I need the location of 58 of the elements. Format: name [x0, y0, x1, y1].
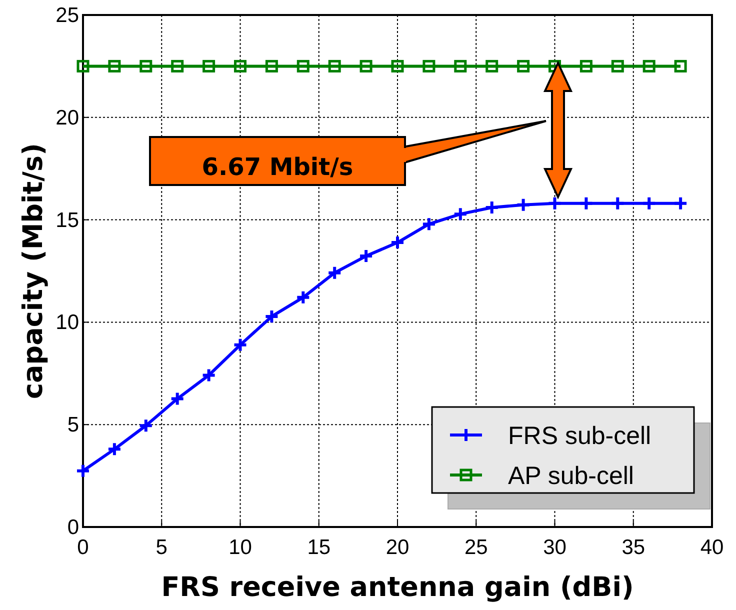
point: [578, 196, 594, 211]
y-tick-label: 0: [67, 516, 79, 539]
point: [611, 60, 624, 72]
point: [202, 60, 216, 72]
point: [138, 418, 154, 434]
x-tick-label: 20: [386, 536, 410, 559]
point: [390, 235, 405, 250]
legend-label: FRS sub-cell: [508, 422, 652, 450]
point: [327, 265, 342, 280]
x-tick-label: 30: [543, 536, 566, 559]
point: [106, 442, 122, 457]
x-tick-label: 25: [464, 536, 488, 559]
x-tick-label: 40: [700, 536, 724, 559]
point: [421, 216, 436, 232]
x-tick-label: 35: [622, 536, 646, 559]
legend-label: AP sub-cell: [508, 462, 634, 490]
point: [610, 196, 626, 211]
x-tick-label: 5: [156, 536, 168, 559]
y-tick-label: 25: [56, 4, 79, 27]
point: [76, 60, 90, 72]
point: [454, 60, 467, 72]
point: [517, 60, 530, 72]
point: [673, 196, 688, 211]
point: [234, 60, 246, 72]
x-axis-title: FRS receive antenna gain (dBi): [161, 572, 634, 603]
point: [171, 60, 184, 72]
point: [170, 391, 185, 406]
point: [452, 206, 468, 222]
point: [296, 60, 310, 72]
point: [108, 60, 121, 72]
point: [391, 60, 404, 72]
annotation: 6.67 Mbit/s: [202, 153, 354, 181]
point: [360, 60, 372, 72]
y-tick-label: 10: [56, 311, 79, 334]
y-tick-label: 15: [56, 208, 79, 232]
point: [580, 60, 592, 72]
point: [232, 337, 248, 352]
point: [265, 60, 278, 72]
point: [264, 308, 280, 324]
y-axis-title: capacity (Mbit/s): [18, 143, 49, 399]
point: [76, 463, 90, 478]
x-tick-label: 10: [228, 536, 252, 559]
point: [328, 60, 341, 72]
point: [642, 196, 657, 211]
point: [547, 196, 562, 211]
point: [358, 248, 374, 264]
point: [642, 60, 656, 72]
x-tick-label: 15: [307, 536, 331, 559]
point: [484, 200, 500, 216]
point: [201, 368, 216, 383]
point: [140, 60, 152, 72]
y-tick-label: 20: [56, 106, 79, 130]
y-tick-label: 5: [67, 414, 79, 437]
point: [486, 60, 498, 72]
point: [516, 197, 531, 212]
point: [674, 60, 687, 72]
point: [296, 290, 311, 305]
point: [422, 60, 436, 72]
